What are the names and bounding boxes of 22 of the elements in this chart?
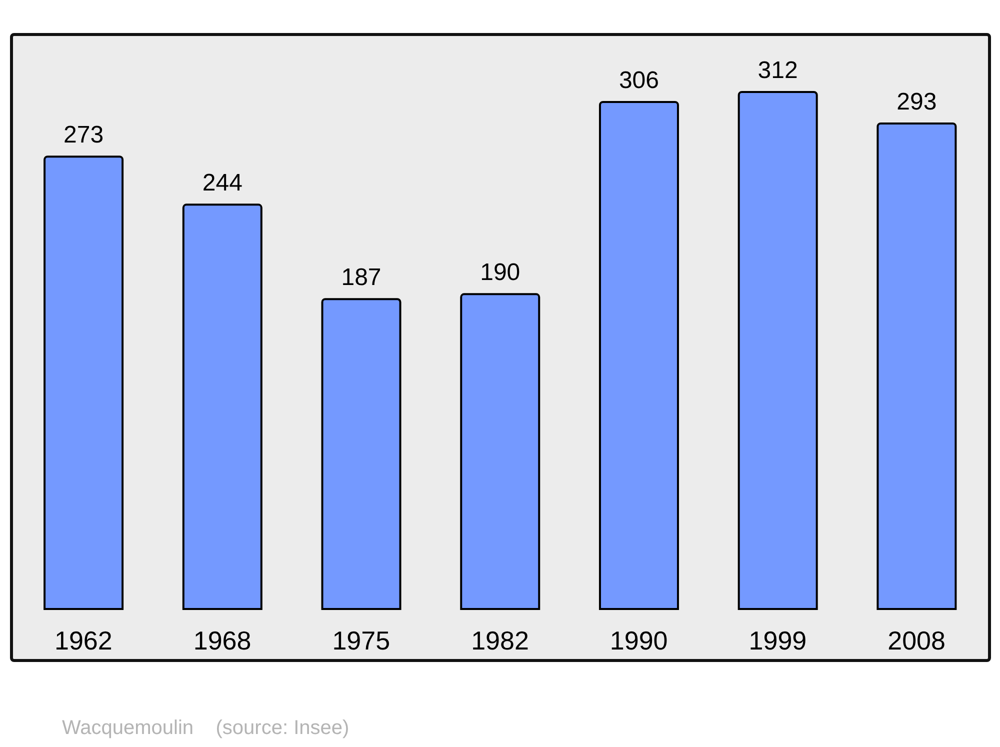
bar	[460, 293, 540, 610]
x-tick-label: 1990	[610, 625, 668, 656]
data-label: 293	[896, 88, 937, 116]
bar	[182, 204, 262, 610]
bar	[321, 298, 402, 610]
text: Wacquemoulin (source: Insee)	[62, 717, 350, 740]
x-tick-label: 1968	[193, 625, 252, 656]
x-tick-label: 1999	[748, 625, 807, 656]
data-label: 244	[202, 170, 242, 197]
bar	[598, 100, 679, 610]
data-label: 187	[341, 264, 382, 292]
bar	[44, 156, 124, 610]
data-label: 273	[64, 122, 104, 149]
data-label: 190	[480, 259, 520, 286]
data-label: 306	[618, 66, 659, 94]
bar	[738, 91, 818, 610]
x-tick-label: 2008	[888, 625, 946, 656]
x-tick-label: 1975	[332, 625, 390, 656]
x-tick-label: 1962	[54, 625, 112, 656]
x-tick-label: 1982	[471, 625, 529, 656]
data-label: 312	[758, 57, 798, 84]
bar	[876, 122, 957, 610]
